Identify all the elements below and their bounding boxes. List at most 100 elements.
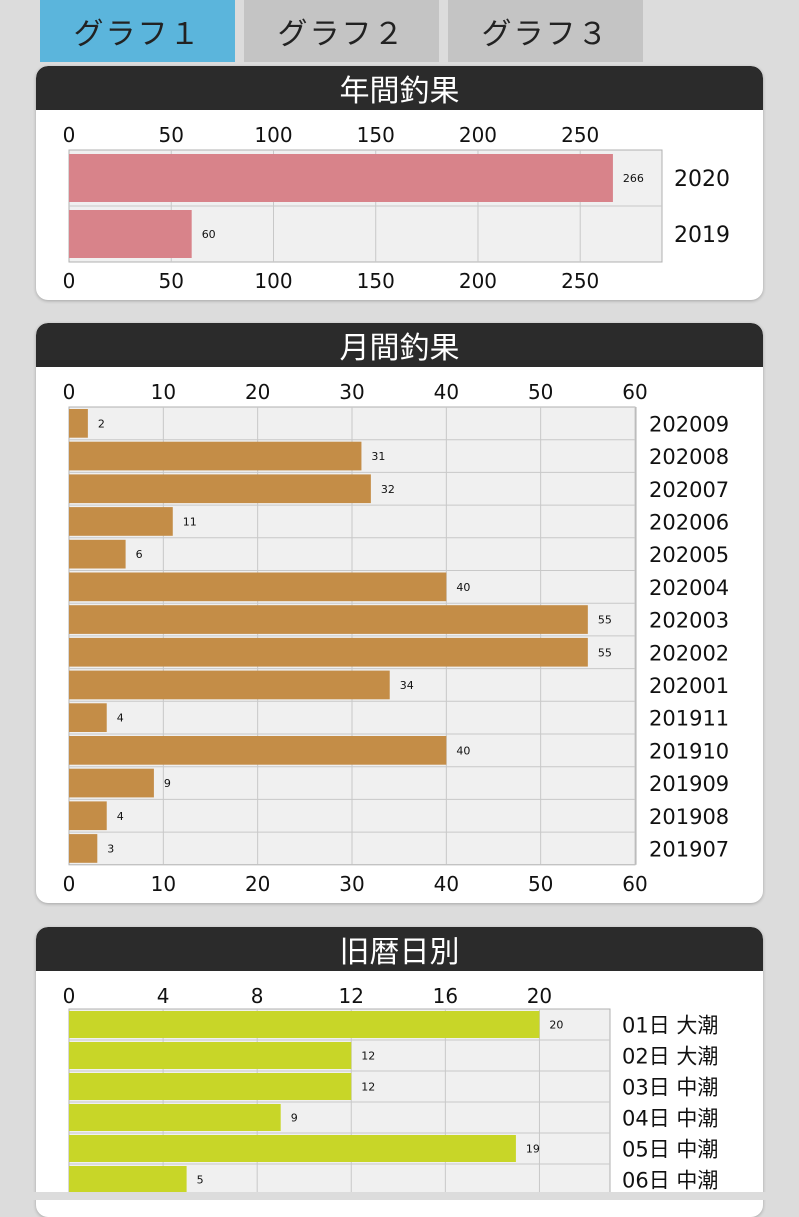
axis-tick-label-bottom: 60 <box>622 872 647 896</box>
bar <box>69 703 107 732</box>
bar <box>69 409 88 438</box>
category-label: 202003 <box>649 609 729 633</box>
lunar-day-bar-chart: 0 4 8 12 16 20 20 01日 大潮 12 02日 大潮 12 03日 中潮 9 04日 中潮… <box>63 984 718 1196</box>
axis-tick-label-top: 10 <box>151 380 176 404</box>
bar <box>69 637 588 667</box>
category-label: 202002 <box>649 641 729 665</box>
axis-tick-label-bottom: 20 <box>245 872 270 896</box>
category-label: 201911 <box>649 707 729 731</box>
bar-value-label: 55 <box>598 614 612 627</box>
category-label: 05日 中潮 <box>622 1138 718 1162</box>
bar-value-label: 55 <box>598 646 612 659</box>
axis-tick-label-bottom: 0 <box>63 872 76 896</box>
axis-tick-label-top: 20 <box>245 380 270 404</box>
axis-tick-label-bottom: 0 <box>63 269 76 293</box>
category-label: 202009 <box>649 412 729 436</box>
category-label: 202007 <box>649 478 729 502</box>
axis-tick-label-top: 50 <box>528 380 553 404</box>
tab-graph3[interactable]: グラフ３ <box>448 0 643 62</box>
bar-value-label: 19 <box>526 1143 540 1156</box>
category-label: 202005 <box>649 543 729 567</box>
tab-graph2[interactable]: グラフ２ <box>244 0 439 62</box>
category-label: 06日 中潮 <box>622 1169 718 1193</box>
axis-tick-label-top: 30 <box>339 380 364 404</box>
bar-value-label: 9 <box>164 777 171 790</box>
bar <box>69 736 447 765</box>
bar-value-label: 6 <box>136 548 143 561</box>
bar <box>69 605 588 634</box>
bar-value-label: 34 <box>400 679 414 692</box>
bar <box>69 1073 352 1100</box>
bar-value-label: 11 <box>183 515 197 528</box>
category-label: 201907 <box>649 837 729 861</box>
axis-tick-label-top: 50 <box>159 123 184 147</box>
axis-tick-label-top: 100 <box>254 123 292 147</box>
bar <box>69 210 192 258</box>
axis-tick-label-top: 0 <box>63 380 76 404</box>
bar <box>69 670 390 700</box>
bar-value-label: 12 <box>361 1050 375 1063</box>
tab-graph1[interactable]: グラフ１ <box>40 0 235 62</box>
bar-value-label: 31 <box>371 450 385 463</box>
category-label: 202001 <box>649 674 729 698</box>
axis-tick-label-top: 16 <box>433 984 458 1008</box>
axis-tick-label-top: 12 <box>339 984 364 1008</box>
bar <box>69 154 613 202</box>
bar <box>69 834 98 863</box>
yearly-chart-card: 年間釣果 0 50 100 150 200 250 0 50 100 150 200 250 266 20… <box>36 66 763 300</box>
monthly-chart-card: 月間釣果 0 10 20 30 40 50 60 0 10 20 30 40 50 60 2 202009 31… <box>36 323 763 903</box>
category-label: 03日 中潮 <box>622 1076 718 1100</box>
category-label: 201910 <box>649 739 729 763</box>
category-label: 02日 大潮 <box>622 1045 718 1069</box>
yearly-bar-chart: 0 50 100 150 200 250 0 50 100 150 200 250 266 2020 60 2… <box>63 123 730 293</box>
category-label: 202008 <box>649 445 729 469</box>
bar <box>69 768 154 798</box>
category-label: 201909 <box>649 772 729 796</box>
yearly-chart-title: 年間釣果 <box>36 66 763 110</box>
axis-tick-label-top: 200 <box>459 123 497 147</box>
category-label: 202006 <box>649 510 729 534</box>
bar-value-label: 3 <box>107 842 114 855</box>
bar-value-label: 40 <box>456 744 470 757</box>
axis-tick-label-bottom: 50 <box>528 872 553 896</box>
monthly-chart-title: 月間釣果 <box>36 323 763 367</box>
bar <box>69 1166 187 1193</box>
category-label: 202004 <box>649 576 729 600</box>
bar <box>69 474 371 504</box>
bar-value-label: 12 <box>361 1081 375 1094</box>
axis-tick-label-bottom: 150 <box>357 269 395 293</box>
axis-tick-label-bottom: 250 <box>561 269 599 293</box>
axis-tick-label-bottom: 30 <box>339 872 364 896</box>
bar-value-label: 60 <box>202 228 216 241</box>
bar-value-label: 266 <box>623 172 644 185</box>
bar <box>69 1042 352 1069</box>
lunar-day-chart-title: 旧暦日別 <box>36 927 763 971</box>
category-label: 04日 中潮 <box>622 1107 718 1131</box>
axis-tick-label-top: 0 <box>63 984 76 1008</box>
lunar-day-chart-card: 旧暦日別 0 4 8 12 16 20 20 01日 大潮 12 02日 大潮 12 03日 中潮 9 0… <box>36 927 763 1217</box>
bar-value-label: 2 <box>98 417 105 430</box>
axis-tick-label-top: 250 <box>561 123 599 147</box>
bar-value-label: 20 <box>549 1019 563 1032</box>
bar <box>69 1011 540 1038</box>
axis-tick-label-top: 60 <box>622 380 647 404</box>
bar <box>69 572 447 602</box>
axis-tick-label-bottom: 200 <box>459 269 497 293</box>
category-label: 2020 <box>674 167 730 192</box>
category-label: 2019 <box>674 223 730 248</box>
axis-tick-label-top: 0 <box>63 123 76 147</box>
bar-value-label: 32 <box>381 483 395 496</box>
axis-tick-label-top: 4 <box>157 984 170 1008</box>
category-label: 01日 大潮 <box>622 1014 718 1038</box>
bar <box>69 441 362 471</box>
bar <box>69 507 173 536</box>
axis-tick-label-bottom: 50 <box>159 269 184 293</box>
axis-tick-label-top: 8 <box>251 984 264 1008</box>
bar-value-label: 9 <box>291 1112 298 1125</box>
bar-value-label: 4 <box>117 712 124 725</box>
bar-value-label: 40 <box>456 581 470 594</box>
axis-tick-label-bottom: 100 <box>254 269 292 293</box>
bar-value-label: 4 <box>117 810 124 823</box>
bar <box>69 1104 281 1131</box>
screen-bottom-edge <box>0 1192 799 1200</box>
